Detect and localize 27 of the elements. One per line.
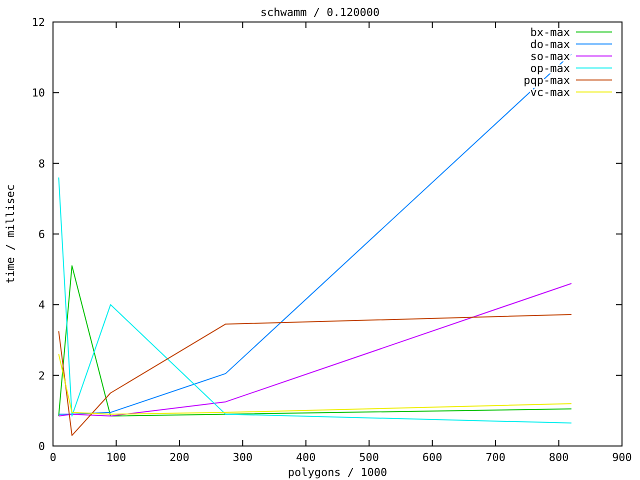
x-tick-label: 0 bbox=[50, 451, 56, 464]
y-tick-label: 2 bbox=[38, 369, 45, 382]
y-tick-label: 4 bbox=[38, 298, 46, 312]
x-tick-label: 200 bbox=[170, 451, 190, 464]
x-axis-title: polygons / 1000 bbox=[288, 466, 388, 479]
line-series bbox=[58, 314, 572, 436]
legend-label: so-max bbox=[530, 50, 570, 63]
line-series bbox=[58, 176, 572, 424]
x-tick-label: 500 bbox=[359, 451, 380, 464]
x-tick-label: 700 bbox=[486, 451, 506, 464]
y-tick-label: 10 bbox=[32, 86, 45, 100]
legend-label: bx-max bbox=[530, 26, 570, 39]
x-tick-label: 300 bbox=[232, 451, 253, 464]
y-tick-label: 6 bbox=[38, 228, 45, 241]
legend-label: do-max bbox=[530, 38, 570, 51]
x-tick-label: 400 bbox=[296, 451, 316, 464]
y-tick-label: 8 bbox=[38, 157, 45, 170]
y-tick-label: 12 bbox=[32, 16, 45, 29]
x-tick-label: 800 bbox=[548, 451, 569, 464]
y-axis-title: time / millisec bbox=[4, 184, 17, 284]
x-tick-label: 100 bbox=[106, 451, 126, 464]
legend-label: vc-max bbox=[530, 86, 570, 99]
x-tick-label: 900 bbox=[612, 451, 632, 464]
chart-title: schwamm / 0.120000 bbox=[260, 6, 380, 19]
x-tick-label: 600 bbox=[422, 451, 442, 464]
y-tick-label: 0 bbox=[38, 440, 45, 453]
line-series bbox=[58, 354, 572, 415]
